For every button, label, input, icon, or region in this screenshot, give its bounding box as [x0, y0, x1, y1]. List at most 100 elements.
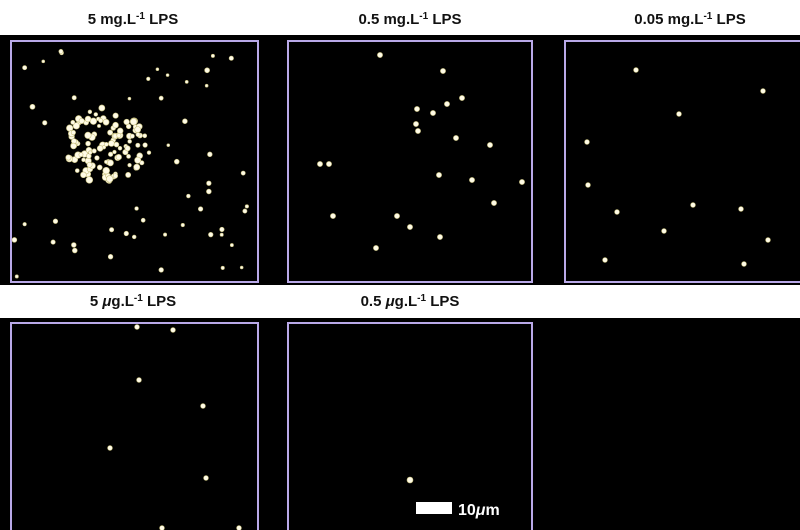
particle [91, 148, 97, 154]
particle [136, 377, 142, 383]
particle [102, 166, 110, 175]
particle [242, 208, 248, 214]
particle [444, 101, 450, 107]
particle [200, 403, 206, 409]
particle [94, 155, 100, 161]
particle [50, 239, 56, 245]
particle [741, 261, 747, 267]
particle [84, 131, 92, 139]
particle [204, 67, 210, 74]
particle [614, 209, 620, 215]
particle [206, 188, 212, 195]
particles [11, 49, 771, 530]
particle [125, 171, 132, 178]
particle [124, 145, 131, 152]
particle [204, 83, 209, 88]
panel-title: 0.5 mg.L-1 LPS [358, 11, 461, 29]
particle [602, 257, 608, 263]
particle [330, 213, 336, 219]
particle [633, 67, 639, 73]
particle [453, 135, 459, 141]
particle [123, 230, 129, 237]
particle [70, 142, 77, 150]
particle [436, 172, 442, 178]
particle [182, 118, 188, 124]
text-part: 0.05 mg.L [634, 11, 703, 28]
panel-title: 5 mg.L-1 LPS [88, 11, 179, 29]
particle [760, 88, 766, 94]
particle [72, 247, 78, 254]
text-part: 0.5 mg.L [358, 11, 419, 28]
text-part: -1 [703, 11, 712, 22]
particle [81, 157, 86, 163]
particle [127, 96, 132, 101]
particle [96, 164, 103, 171]
particle [142, 133, 148, 139]
particle [117, 145, 123, 151]
particle [85, 140, 91, 147]
particle [469, 177, 475, 183]
particle [210, 53, 215, 58]
particle [116, 133, 122, 138]
particle [229, 243, 234, 248]
particle [135, 142, 141, 148]
particle [142, 142, 148, 148]
particle [22, 222, 27, 227]
particle [113, 141, 120, 148]
text-part: g.L [395, 293, 418, 310]
particle [29, 103, 36, 110]
text-part: 0.5 [361, 293, 386, 310]
image-row [0, 318, 800, 530]
particle [155, 67, 160, 72]
particle [107, 129, 114, 136]
particle [220, 265, 225, 270]
panel-title: 0.05 mg.L-1 LPS [634, 11, 745, 29]
particle [203, 475, 209, 481]
particle [107, 159, 114, 167]
particle [98, 104, 106, 112]
particle [112, 149, 117, 155]
particle [676, 111, 682, 117]
particle [184, 80, 189, 84]
particle [174, 158, 180, 165]
text-part: LPS [145, 11, 178, 28]
particle [115, 154, 122, 161]
particle [198, 206, 204, 212]
particle [84, 115, 92, 123]
particle [206, 180, 212, 186]
text-part: 5 [90, 293, 103, 310]
particle [88, 150, 93, 155]
particle [72, 122, 80, 130]
text-part: 10 [458, 502, 476, 519]
particle [584, 139, 590, 145]
particle [85, 176, 94, 184]
particle [93, 112, 98, 117]
particle [117, 127, 124, 135]
particle [42, 120, 48, 126]
particle [765, 237, 771, 243]
particle [106, 175, 114, 183]
particle [158, 267, 164, 273]
particle [65, 154, 72, 161]
particle [127, 163, 132, 168]
particle [487, 142, 493, 148]
particle [170, 327, 176, 333]
particle [112, 112, 119, 119]
particle [102, 118, 110, 126]
particle [146, 76, 151, 81]
particle [239, 265, 244, 270]
particle [459, 95, 465, 101]
particle [71, 95, 77, 101]
scale-label: 10μm [458, 502, 500, 519]
particle [738, 206, 744, 212]
particle [104, 159, 109, 164]
particle [317, 161, 323, 167]
particle [97, 124, 101, 128]
particle [491, 200, 497, 206]
text-part: LPS [712, 11, 745, 28]
particle [166, 143, 171, 147]
text-part: LPS [143, 293, 176, 310]
particle [373, 245, 379, 251]
